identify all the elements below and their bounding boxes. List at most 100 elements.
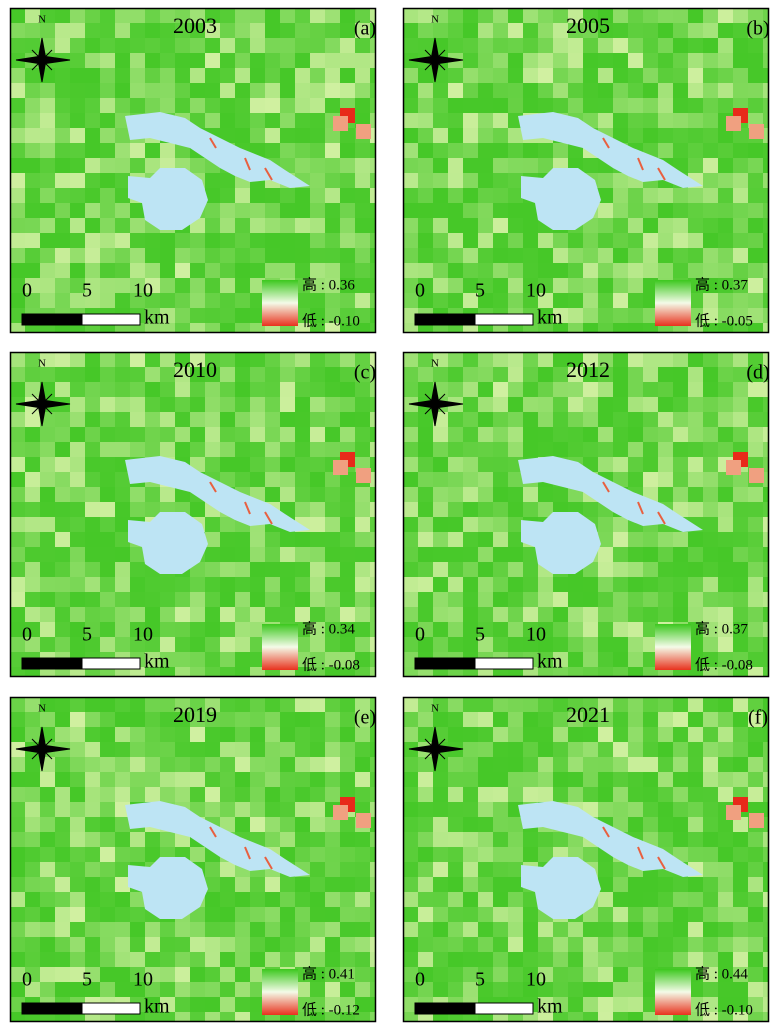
pixel bbox=[85, 862, 100, 877]
pixel bbox=[220, 532, 235, 547]
pixel bbox=[523, 352, 538, 367]
pixel bbox=[568, 577, 583, 592]
pixel bbox=[235, 248, 250, 263]
pixel bbox=[523, 787, 538, 802]
pixel bbox=[85, 68, 100, 83]
pixel bbox=[10, 787, 25, 802]
hotspot bbox=[749, 813, 764, 828]
pixel bbox=[718, 173, 733, 188]
pixel bbox=[523, 847, 538, 862]
pixel bbox=[568, 952, 583, 967]
pixel bbox=[478, 412, 493, 427]
pixel bbox=[628, 547, 643, 562]
pixel bbox=[205, 293, 220, 308]
pixel bbox=[478, 847, 493, 862]
pixel bbox=[370, 997, 385, 1012]
pixel bbox=[130, 847, 145, 862]
pixel bbox=[115, 367, 130, 382]
pixel bbox=[463, 547, 478, 562]
legend-high: 高 : 0.44 bbox=[695, 965, 748, 982]
pixel bbox=[370, 532, 385, 547]
scale-white bbox=[82, 314, 140, 325]
pixel bbox=[340, 592, 355, 607]
pixel bbox=[508, 952, 523, 967]
pixel bbox=[583, 757, 598, 772]
pixel bbox=[418, 412, 433, 427]
pixel bbox=[463, 38, 478, 53]
pixel bbox=[418, 248, 433, 263]
pixel bbox=[55, 712, 70, 727]
pixel bbox=[433, 952, 448, 967]
pixel bbox=[403, 532, 418, 547]
pixel bbox=[418, 532, 433, 547]
pixel bbox=[160, 68, 175, 83]
pixel bbox=[418, 817, 433, 832]
pixel bbox=[718, 98, 733, 113]
pixel bbox=[310, 697, 325, 712]
pixel bbox=[205, 218, 220, 233]
pixel bbox=[448, 532, 463, 547]
pixel bbox=[70, 937, 85, 952]
pixel bbox=[340, 577, 355, 592]
pixel bbox=[748, 278, 763, 293]
pixel bbox=[463, 742, 478, 757]
pixel bbox=[718, 562, 733, 577]
pixel bbox=[130, 218, 145, 233]
pixel bbox=[160, 592, 175, 607]
pixel bbox=[403, 817, 418, 832]
pixel bbox=[598, 907, 613, 922]
pixel bbox=[55, 68, 70, 83]
pixel bbox=[688, 472, 703, 487]
pixel bbox=[250, 712, 265, 727]
pixel bbox=[718, 502, 733, 517]
pixel bbox=[403, 203, 418, 218]
pixel bbox=[115, 248, 130, 263]
legend-ramp bbox=[655, 624, 691, 670]
pixel bbox=[748, 772, 763, 787]
pixel bbox=[508, 38, 523, 53]
pixel bbox=[598, 787, 613, 802]
pixel bbox=[100, 502, 115, 517]
pixel bbox=[85, 263, 100, 278]
pixel bbox=[25, 937, 40, 952]
pixel bbox=[733, 53, 748, 68]
pixel bbox=[688, 143, 703, 158]
panel-label: (f) bbox=[748, 707, 768, 729]
pixel bbox=[295, 607, 310, 622]
pixel bbox=[613, 278, 628, 293]
pixel bbox=[598, 68, 613, 83]
pixel bbox=[100, 967, 115, 982]
north-label: N bbox=[38, 14, 46, 26]
pixel bbox=[370, 607, 385, 622]
pixel bbox=[370, 98, 385, 113]
pixel bbox=[295, 772, 310, 787]
pixel bbox=[280, 442, 295, 457]
pixel bbox=[613, 532, 628, 547]
pixel bbox=[130, 787, 145, 802]
pixel bbox=[295, 847, 310, 862]
pixel bbox=[100, 517, 115, 532]
pixel bbox=[220, 727, 235, 742]
pixel bbox=[643, 367, 658, 382]
pixel bbox=[370, 1012, 385, 1027]
pixel bbox=[448, 577, 463, 592]
pixel bbox=[418, 547, 433, 562]
pixel bbox=[100, 188, 115, 203]
pixel bbox=[370, 203, 385, 218]
pixel bbox=[325, 727, 340, 742]
pixel bbox=[493, 757, 508, 772]
pixel bbox=[478, 757, 493, 772]
pixel bbox=[220, 233, 235, 248]
pixel bbox=[205, 98, 220, 113]
pixel bbox=[115, 982, 130, 997]
pixel bbox=[448, 233, 463, 248]
pixel bbox=[463, 427, 478, 442]
pixel bbox=[538, 233, 553, 248]
pixel bbox=[643, 562, 658, 577]
pixel bbox=[478, 772, 493, 787]
pixel bbox=[718, 907, 733, 922]
pixel bbox=[718, 772, 733, 787]
pixel bbox=[583, 727, 598, 742]
pixel bbox=[295, 427, 310, 442]
pixel bbox=[55, 487, 70, 502]
